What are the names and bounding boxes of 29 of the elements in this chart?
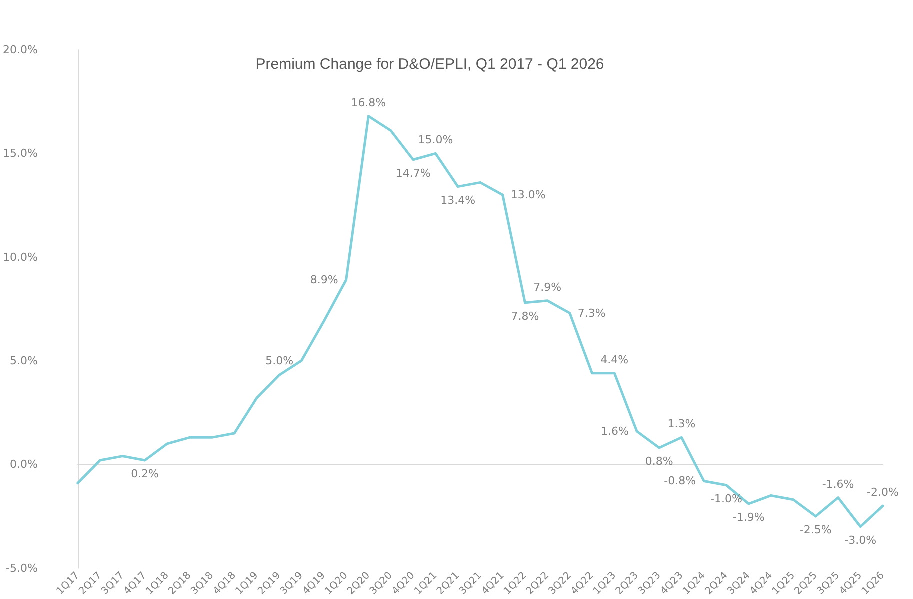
data-label: 14.7% [396, 166, 431, 180]
data-label: -1.0% [710, 492, 742, 506]
data-label: -3.0% [844, 534, 877, 547]
data-label: 15.0% [418, 134, 454, 147]
data-label: -1.6% [822, 478, 854, 491]
y-tick-label: 10.0% [2, 250, 38, 264]
data-label: -2.0% [867, 486, 899, 500]
data-label: 1.6% [601, 424, 630, 438]
y-tick-label: 0.0% [10, 458, 38, 472]
data-label: -1.9% [732, 511, 765, 524]
data-label: 7.9% [534, 280, 562, 294]
y-tick-label: -5.0% [6, 562, 38, 575]
y-tick-label: 5.0% [10, 354, 38, 368]
data-label: 13.0% [510, 188, 546, 202]
data-label: 16.8% [351, 96, 386, 110]
y-tick-label: 20.0% [2, 44, 38, 56]
data-label: 7.8% [511, 310, 540, 323]
data-label: 0.8% [645, 455, 674, 468]
data-label: 1.3% [668, 418, 696, 431]
data-label: -0.8% [664, 474, 696, 488]
data-label: 7.3% [578, 306, 606, 320]
chart-title: Premium Change for D&O/EPLI, Q1 2017 - Q1 2026 [256, 56, 604, 73]
y-tick-label: 15.0% [2, 147, 38, 160]
data-label: -2.5% [800, 523, 832, 536]
data-label: 4.4% [600, 353, 629, 366]
data-label: 8.9% [310, 274, 338, 287]
data-label: 5.0% [266, 354, 294, 368]
data-label: 0.2% [131, 467, 160, 480]
data-label: 13.4% [440, 194, 476, 207]
